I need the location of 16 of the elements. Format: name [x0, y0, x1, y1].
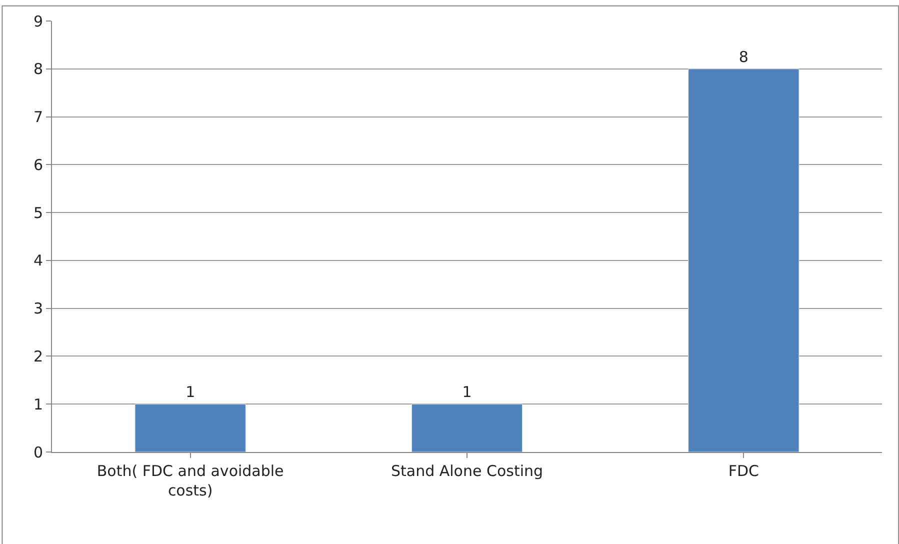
y-tick-label: 7 [33, 108, 43, 126]
y-tick-label: 1 [33, 395, 43, 414]
y-tick-label: 8 [33, 60, 43, 78]
data-label: 8 [738, 48, 748, 66]
y-tick-label: 5 [33, 204, 43, 222]
data-label: 1 [462, 383, 472, 402]
y-tick-label: 4 [33, 252, 43, 270]
y-tick-label: 6 [33, 156, 43, 174]
x-tick-label: Both( FDC and avoidable costs) [96, 462, 284, 500]
x-tick-label: FDC [728, 462, 759, 480]
y-tick-label: 0 [33, 443, 43, 462]
y-tick-label: 2 [33, 347, 43, 366]
x-tick-label: Stand Alone Costing [390, 462, 544, 480]
y-tick-label: 3 [33, 300, 43, 318]
y-tick-label: 9 [33, 12, 43, 30]
data-label: 1 [186, 383, 196, 402]
